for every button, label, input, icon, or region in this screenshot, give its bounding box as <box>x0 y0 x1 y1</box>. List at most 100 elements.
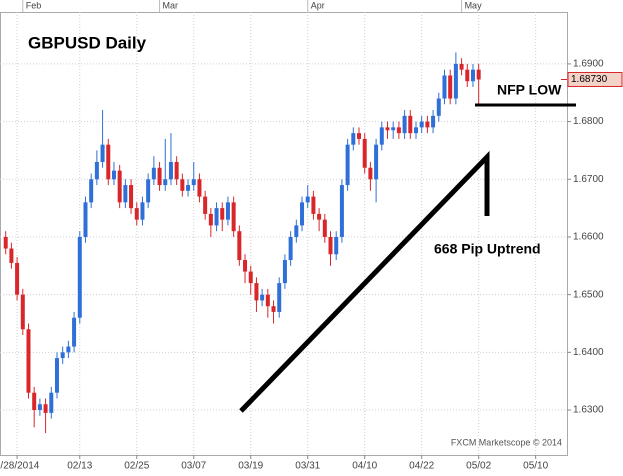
candle-body <box>288 236 293 261</box>
candle-body <box>134 208 139 220</box>
candle-body <box>357 133 362 139</box>
candle-body <box>282 260 287 284</box>
month-label: May <box>465 0 483 10</box>
candle-body <box>49 392 54 413</box>
candle-body <box>83 202 88 237</box>
candle-body <box>123 185 128 203</box>
candle-body <box>208 213 213 226</box>
candle-body <box>265 294 270 307</box>
candle-body <box>277 283 282 312</box>
candle-body <box>72 317 77 347</box>
candle-body <box>368 167 373 180</box>
candle-body <box>89 179 94 203</box>
candle-body <box>243 260 248 272</box>
candle-body <box>453 63 458 99</box>
x-tick-label: 02/25 <box>124 461 149 472</box>
candle-body <box>117 170 122 203</box>
candle-body <box>186 185 191 191</box>
candle-body <box>465 69 470 82</box>
candle-body <box>408 115 413 134</box>
candle-body <box>379 127 384 145</box>
x-tick-label: 03/19 <box>238 461 263 472</box>
candle-body <box>351 133 356 145</box>
y-tick-label: 1.6300 <box>573 405 604 416</box>
y-tick-label: 1.6400 <box>573 347 604 358</box>
candle-body <box>140 202 145 220</box>
candle-body <box>260 294 265 301</box>
candle-body <box>362 138 367 168</box>
grid <box>0 12 567 455</box>
candle-body <box>129 185 134 209</box>
candle-body <box>15 262 20 295</box>
candle-body <box>191 179 196 186</box>
candle-body <box>425 121 430 128</box>
candle-body <box>106 144 111 180</box>
candle-body <box>77 236 82 318</box>
candle-body <box>237 231 242 261</box>
y-tick-label: 1.6500 <box>573 289 604 300</box>
candle-body <box>197 179 202 197</box>
candle-body <box>168 161 173 180</box>
candle-body <box>448 75 453 99</box>
chart-title: GBPUSD Daily <box>28 33 147 52</box>
candle-body <box>9 248 14 263</box>
candle-body <box>402 115 407 134</box>
candle-body <box>32 392 37 411</box>
x-tick-label: 05/02 <box>466 461 491 472</box>
last-price-box <box>567 71 623 87</box>
candle-body <box>3 236 8 249</box>
candle-body <box>385 127 390 131</box>
candle-body <box>214 208 219 226</box>
candle-body <box>305 196 310 203</box>
month-label: Feb <box>26 0 42 10</box>
candle-body <box>203 196 208 214</box>
candle-body <box>26 329 31 393</box>
candle-body <box>60 352 65 359</box>
candle-body <box>391 127 396 131</box>
candle-body <box>94 161 99 180</box>
candle-body <box>151 167 156 180</box>
y-tick-label: 1.6600 <box>573 232 604 243</box>
candle-body <box>374 144 379 180</box>
y-tick-label: 1.6900 <box>573 59 604 70</box>
candle-body <box>54 358 59 393</box>
candle-body <box>396 127 401 134</box>
candle-body <box>254 283 259 301</box>
month-label: Apr <box>311 0 325 10</box>
candle-body <box>20 294 25 330</box>
source: FXCM Marketscope © 2014 <box>451 437 562 447</box>
candle-body <box>225 202 230 220</box>
annotation: NFP LOW <box>497 82 562 98</box>
candle-body <box>431 115 436 128</box>
trend-line <box>239 150 490 413</box>
candle-body <box>163 179 168 186</box>
candle-body <box>322 219 327 237</box>
candle-body <box>174 161 179 180</box>
y-tick-label: 1.6700 <box>573 174 604 185</box>
candle-body <box>248 271 253 284</box>
candle-body <box>100 144 105 162</box>
candle-body <box>459 63 464 70</box>
candle-body <box>43 404 48 413</box>
candle-body <box>328 236 333 255</box>
candle-body <box>220 208 225 220</box>
candle-body <box>231 202 236 232</box>
candle-body <box>419 121 424 128</box>
x-tick-label: 05/10 <box>523 461 548 472</box>
candle-body <box>470 69 475 82</box>
candle-body <box>37 404 42 411</box>
candle-body <box>294 225 299 237</box>
candle-body <box>146 179 151 203</box>
annotation: 668 Pip Uptrend <box>434 241 541 257</box>
candle-body <box>66 346 71 353</box>
candle-body <box>157 167 162 186</box>
candle-body <box>300 202 305 226</box>
candle-body <box>413 127 418 134</box>
candle-body <box>311 196 316 214</box>
candles <box>3 52 481 434</box>
candle-body <box>442 75 447 99</box>
candle-body <box>334 236 339 255</box>
x-tick-label: 02/13 <box>67 461 92 472</box>
x-tick-label: 03/07 <box>181 461 206 472</box>
